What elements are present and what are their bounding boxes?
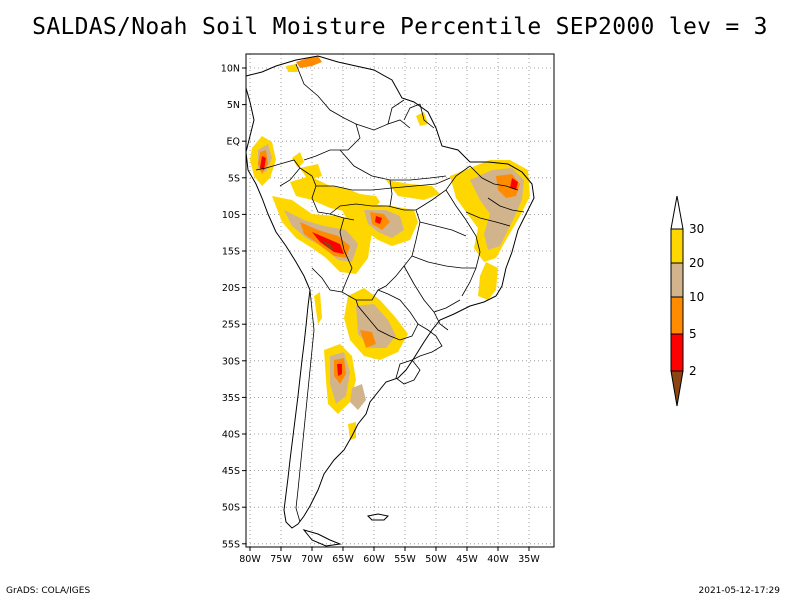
- colorbar-label: 10: [689, 290, 704, 304]
- colorbar-label: 2: [689, 364, 697, 378]
- border-brazil-states-7: [487, 197, 525, 213]
- shade-region-caribbean-y: [286, 64, 298, 72]
- colorbar: 2 5 10 20 30: [670, 195, 704, 407]
- shade-region-amazon-n: [300, 164, 322, 180]
- lat-tick-label: 20S: [222, 283, 240, 294]
- lat-tick-label: 5S: [228, 173, 240, 184]
- colorbar-seg-30: [670, 228, 684, 264]
- lon-tick-label: 80W: [239, 554, 261, 565]
- lon-tick-label: 35W: [518, 554, 540, 565]
- shade-region-mato-grosso-red: [375, 216, 382, 224]
- lon-tick-label: 70W: [301, 554, 323, 565]
- lon-tick-label: 40W: [487, 554, 509, 565]
- border-peru-bolivia: [339, 217, 353, 293]
- border-guyana: [387, 99, 405, 125]
- lon-tick-label: 75W: [270, 554, 292, 565]
- border-brazil-bolivia: [329, 203, 421, 291]
- colorbar-arrow-top: [670, 195, 684, 230]
- border-brazil-states-4: [411, 255, 476, 269]
- border-ecuador-peru: [255, 159, 301, 187]
- shade-region-peru-brown: [322, 240, 334, 250]
- shade-region-amazon-e: [386, 180, 440, 200]
- map-frame: [245, 53, 555, 548]
- lon-tick-label: 45W: [456, 554, 478, 565]
- lon-tick-label: 55W: [394, 554, 416, 565]
- shade-region-ecuador-red: [260, 156, 266, 170]
- colorbar-label: 30: [689, 222, 704, 236]
- shade-region-caribbean: [296, 56, 322, 68]
- lat-tick-label: 15S: [222, 247, 240, 258]
- colorbar-seg-10: [670, 296, 684, 335]
- border-brazil-states-2: [445, 189, 481, 297]
- percentile-shading: [250, 56, 530, 440]
- border-peru-brazil: [299, 167, 355, 221]
- lat-tick-label: 30S: [222, 356, 240, 367]
- tierra-del-fuego: [302, 529, 342, 547]
- border-suriname: [403, 103, 421, 121]
- border-amazon-river: [316, 177, 451, 191]
- longitude-axis: 80W 75W 70W 65W 60W 55W 50W 45W 40W 35W: [239, 547, 540, 565]
- border-chile-bolivia: [311, 267, 379, 301]
- border-chile-argentina: [295, 289, 315, 523]
- lon-tick-label: 65W: [332, 554, 354, 565]
- colorbar-seg-20: [670, 262, 684, 298]
- shade-region-colombia-east: [292, 152, 304, 168]
- lat-tick-label: 10S: [222, 210, 240, 221]
- shade-region-amazon: [290, 176, 380, 212]
- shade-region-guiana: [416, 112, 428, 126]
- border-paraguay: [355, 289, 419, 341]
- lat-tick-label: 40S: [222, 430, 240, 441]
- chart-title: SALDAS/Noah Soil Moisture Percentile SEP…: [32, 14, 768, 40]
- shade-region-argentina-mid: [350, 384, 366, 410]
- colorbar-seg-5: [670, 333, 684, 372]
- lat-tick-label: 5N: [227, 100, 240, 111]
- lon-tick-label: 50W: [425, 554, 447, 565]
- lat-tick-label: 50S: [222, 503, 240, 514]
- colorbar-label: 20: [689, 256, 704, 270]
- lat-tick-label: 55S: [222, 539, 240, 550]
- border-colombia-venezuela: [295, 63, 361, 161]
- border-brazil-states-6: [469, 165, 519, 191]
- falkland-islands: [366, 513, 390, 521]
- footer-credit: GrADS: COLA/IGES: [6, 586, 91, 596]
- colorbar-labels: 2 5 10 20 30: [689, 222, 704, 378]
- border-brazil-states-9: [339, 149, 447, 181]
- shade-region-ne-south: [478, 262, 498, 300]
- border-brazil-states-10: [389, 179, 393, 207]
- country-borders: [255, 63, 525, 523]
- colorbar-label: 5: [689, 327, 697, 341]
- lat-tick-label: 10N: [221, 64, 240, 75]
- border-brazil-states-3: [419, 221, 467, 237]
- coastline: [245, 55, 535, 547]
- border-brazil-states-5: [403, 265, 461, 313]
- shade-region-patagonia: [348, 422, 356, 440]
- lat-tick-label: 45S: [222, 466, 240, 477]
- shade-region-paraguay-orange: [360, 330, 376, 348]
- border-argentina-brazil: [411, 323, 443, 361]
- lat-tick-label: 25S: [222, 320, 240, 331]
- border-venezuela-brazil: [355, 119, 411, 131]
- shade-region-northeast-red: [510, 178, 518, 190]
- lat-tick-label: EQ: [227, 137, 240, 148]
- border-brazil-states-11: [433, 311, 449, 331]
- shade-region-argentina-w-red: [337, 364, 342, 376]
- latitude-axis: 10N 5N EQ 5S 10S 15S 20S 25S 30S 35S 40S 45S 50S 55S: [221, 64, 246, 550]
- border-uruguay: [395, 359, 421, 385]
- lat-tick-label: 35S: [222, 393, 240, 404]
- lon-tick-label: 60W: [363, 554, 385, 565]
- footer-timestamp: 2021-05-12-17:29: [698, 586, 781, 596]
- colorbar-arrow-bottom: [670, 370, 684, 407]
- shade-region-chile: [314, 292, 322, 324]
- border-fguiana: [419, 103, 435, 129]
- border-brazil-states-8: [465, 211, 511, 227]
- south-america-coastline: [245, 55, 535, 529]
